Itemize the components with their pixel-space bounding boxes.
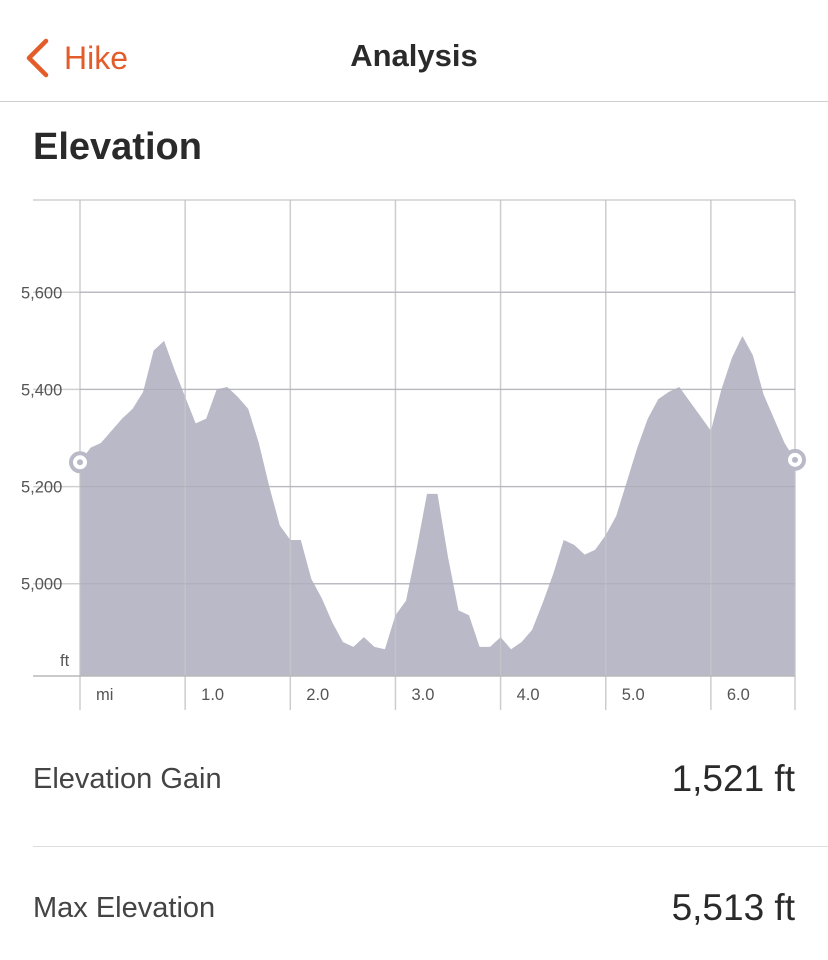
x-tick-label: 3.0 <box>411 686 434 704</box>
max-elevation-label: Max Elevation <box>33 891 216 924</box>
max-elevation-row: Max Elevation 5,513 ft <box>33 887 795 929</box>
end-point-marker-dot <box>792 456 798 463</box>
divider <box>33 846 828 847</box>
section-title: Elevation <box>33 126 202 168</box>
x-tick-label: 5.0 <box>622 686 645 704</box>
y-tick-label: 5,200 <box>21 479 62 497</box>
elevation-gain-label: Elevation Gain <box>33 762 222 795</box>
x-tick-label: 2.0 <box>306 686 329 704</box>
y-tick-label: 5,400 <box>21 381 62 399</box>
x-tick-label: 1.0 <box>201 686 224 704</box>
x-unit-label: mi <box>96 686 113 704</box>
elevation-gain-row: Elevation Gain 1,521 ft <box>33 758 795 800</box>
chevron-left-icon <box>26 38 49 78</box>
y-tick-label: 5,600 <box>21 284 62 302</box>
elevation-area <box>80 336 795 676</box>
y-tick-label: 5,000 <box>21 576 62 594</box>
y-unit-label: ft <box>60 652 70 670</box>
start-point-marker-dot <box>77 459 83 466</box>
page-title: Analysis <box>350 38 478 73</box>
back-button[interactable]: Hike <box>24 36 128 80</box>
x-tick-label: 6.0 <box>727 686 750 704</box>
x-tick-label: 4.0 <box>517 686 540 704</box>
max-elevation-value: 5,513 ft <box>671 887 795 928</box>
elevation-chart: 5,000 5,200 5,400 5,600 ft mi 1.0 2.0 3.0 4.0 5.0 6… <box>21 199 806 710</box>
navigation-bar: Hike Analysis <box>0 0 828 102</box>
elevation-gain-value: 1,521 ft <box>671 758 795 799</box>
back-button-label: Hike <box>64 39 129 76</box>
